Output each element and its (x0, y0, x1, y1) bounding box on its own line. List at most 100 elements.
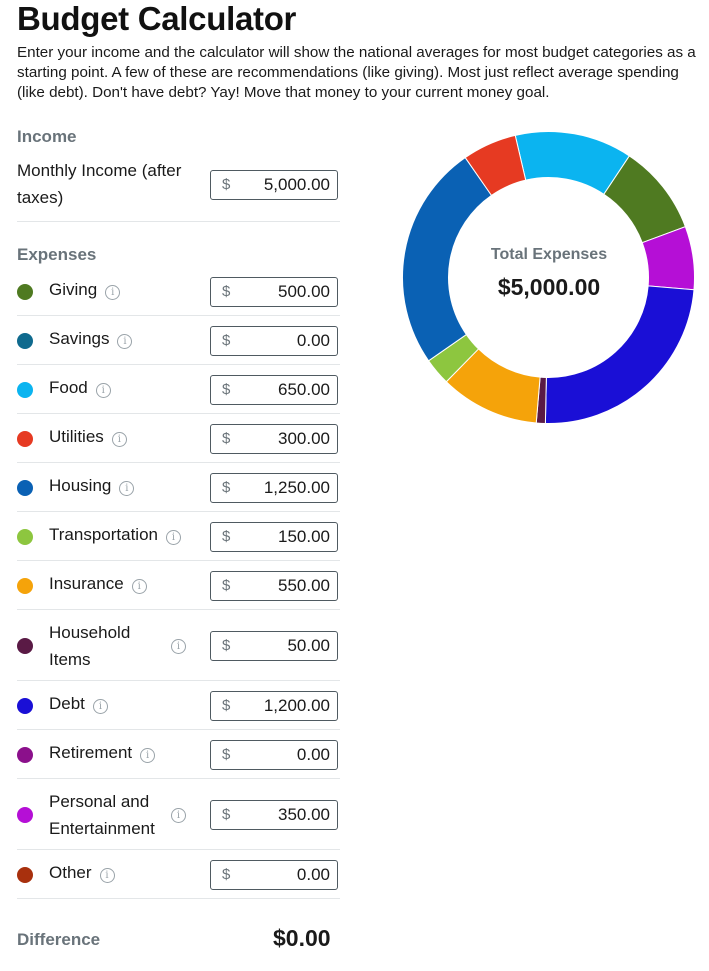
category-color-dot (17, 866, 33, 883)
expense-field[interactable]: $ (210, 570, 338, 601)
currency-symbol: $ (222, 380, 231, 398)
category-color-dot (17, 430, 33, 447)
expense-row: Debt i $ (17, 681, 340, 730)
expense-label: Utilities (49, 426, 104, 446)
info-icon[interactable]: i (131, 578, 147, 594)
expense-field[interactable]: $ (210, 859, 338, 890)
info-icon[interactable]: i (117, 333, 133, 349)
expense-field[interactable]: $ (210, 374, 338, 405)
income-input[interactable] (240, 174, 330, 196)
expense-row: Giving i $ (17, 267, 340, 316)
expense-label: Household Items (49, 622, 131, 669)
expense-input[interactable] (240, 803, 330, 826)
expense-input[interactable] (240, 743, 330, 766)
expense-row: Utilities i $ (17, 414, 340, 463)
total-expenses-value: $5,000.00 (497, 274, 601, 300)
expense-label: Giving (49, 279, 98, 299)
expense-input[interactable] (240, 329, 330, 352)
expense-input[interactable] (240, 863, 330, 886)
info-icon[interactable]: i (171, 807, 186, 823)
expense-field[interactable]: $ (210, 739, 338, 770)
expense-label: Retirement (49, 742, 133, 762)
expense-field[interactable]: $ (210, 276, 338, 307)
expense-field[interactable]: $ (210, 423, 338, 454)
income-section-label: Income (17, 127, 77, 146)
currency-symbol: $ (222, 282, 231, 300)
info-icon[interactable]: i (95, 382, 111, 398)
category-color-dot (17, 577, 33, 594)
category-color-dot (17, 479, 33, 496)
category-color-dot (17, 381, 33, 398)
category-color-dot (17, 528, 33, 545)
expense-label: Personal and Entertainment (49, 791, 155, 838)
expense-label: Other (49, 862, 92, 882)
currency-symbol: $ (222, 805, 231, 823)
expense-label: Savings (49, 328, 110, 348)
expense-label: Food (49, 377, 88, 397)
currency-symbol: $ (222, 696, 231, 714)
currency-symbol: $ (222, 478, 231, 496)
intro-text: Enter your income and the calculator wil… (17, 44, 696, 101)
currency-symbol: $ (222, 331, 231, 349)
expense-row: Housing i $ (17, 463, 340, 512)
category-color-dot (17, 283, 33, 300)
info-icon[interactable]: i (92, 698, 108, 714)
donut-slice-debt[interactable] (544, 285, 695, 424)
donut-slice-utilities[interactable] (464, 134, 527, 197)
expense-row: Transportation i $ (17, 512, 340, 561)
expense-label: Insurance (49, 573, 124, 593)
expense-label: Debt (49, 693, 85, 713)
category-color-dot (17, 697, 33, 714)
expense-row: Retirement i $ (17, 730, 340, 779)
category-color-dot (17, 332, 33, 349)
expense-label: Transportation (49, 524, 158, 544)
difference-value: $0.00 (273, 925, 331, 951)
income-label: Monthly Income (after taxes) (17, 161, 182, 207)
info-icon[interactable]: i (119, 480, 135, 496)
total-expenses-label: Total Expenses (490, 246, 608, 263)
expense-input[interactable] (240, 280, 330, 303)
info-icon[interactable]: i (165, 529, 181, 545)
expense-input[interactable] (240, 634, 330, 657)
income-field[interactable]: $ (210, 170, 338, 200)
expense-input[interactable] (240, 427, 330, 450)
expense-row: Food i $ (17, 365, 340, 414)
difference-label: Difference (17, 930, 101, 949)
expense-input[interactable] (240, 525, 330, 548)
expense-row: Household Items i $ (17, 610, 340, 681)
expense-field[interactable]: $ (210, 690, 338, 721)
info-icon[interactable]: i (105, 284, 121, 300)
info-icon[interactable]: i (99, 867, 115, 883)
expenses-section-label: Expenses (17, 245, 97, 264)
info-icon[interactable]: i (140, 747, 156, 763)
expense-field[interactable]: $ (210, 630, 338, 661)
expense-input[interactable] (240, 574, 330, 597)
category-color-dot (17, 746, 33, 763)
expense-row: Insurance i $ (17, 561, 340, 610)
expense-field[interactable]: $ (210, 472, 338, 503)
expense-input[interactable] (240, 378, 330, 401)
currency-symbol: $ (222, 576, 231, 594)
category-color-dot (17, 806, 33, 823)
info-icon[interactable]: i (171, 638, 186, 654)
page-title: Budget Calculator (17, 0, 297, 37)
income-row: Monthly Income (after taxes) $ (17, 157, 340, 222)
currency-symbol: $ (222, 745, 231, 763)
expenses-donut-chart (402, 131, 695, 424)
expense-row: Savings i $ (17, 316, 340, 365)
expense-row: Other i $ (17, 850, 340, 899)
expense-input[interactable] (240, 476, 330, 499)
expense-row: Personal and Entertainment i $ (17, 779, 340, 850)
expense-field[interactable]: $ (210, 325, 338, 356)
category-color-dot (17, 637, 33, 654)
currency-symbol: $ (222, 176, 231, 193)
expense-field[interactable]: $ (210, 521, 338, 552)
info-icon[interactable]: i (111, 431, 127, 447)
currency-symbol: $ (222, 429, 231, 447)
expense-label: Housing (49, 475, 112, 495)
currency-symbol: $ (222, 527, 231, 545)
expense-field[interactable]: $ (210, 799, 338, 830)
currency-symbol: $ (222, 636, 231, 654)
currency-symbol: $ (222, 865, 231, 883)
expense-input[interactable] (240, 694, 330, 717)
